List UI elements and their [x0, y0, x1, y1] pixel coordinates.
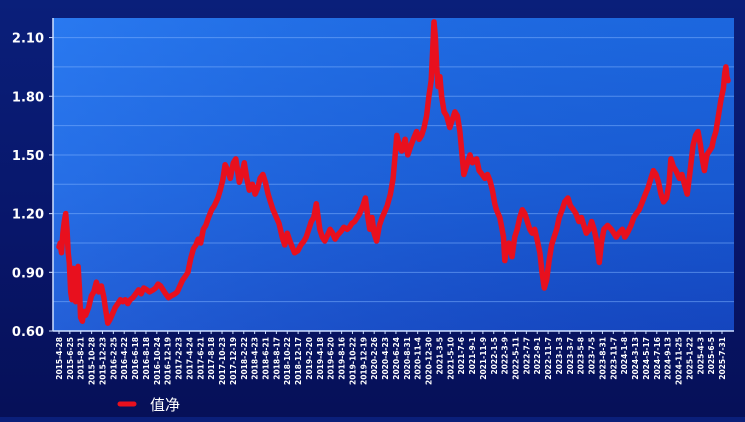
x-tick-label: 2024-1-8	[620, 337, 629, 375]
x-tick-label: 2018-2-22	[240, 337, 249, 380]
x-tick-label: 2023-11-7	[609, 337, 618, 380]
x-tick-label: 2025-4-3	[696, 337, 705, 375]
x-tick-label: 2023-5-8	[577, 337, 586, 375]
y-tick-label: 0.60	[12, 325, 44, 340]
x-tick-label: 2017-2-23	[175, 337, 184, 380]
x-tick-label: 2024-9-13	[664, 337, 673, 380]
x-tick-label: 2025-1-22	[685, 337, 694, 380]
x-tick-label: 2019-2-20	[305, 337, 314, 380]
x-tick-label: 2021-11-9	[479, 337, 488, 380]
x-tick-label: 2018-4-23	[251, 337, 260, 380]
x-tick-label: 2019-8-16	[338, 337, 347, 380]
x-tick-label: 2016-12-19	[164, 337, 173, 385]
x-tick-label: 2023-3-7	[566, 337, 575, 375]
x-tick-label: 2022-3-9	[501, 337, 510, 375]
x-tick-label: 2019-6-20	[327, 337, 336, 380]
x-tick-label: 2020-2-26	[370, 337, 379, 380]
x-tick-label: 2016-2-25	[109, 337, 118, 380]
x-tick-label: 2023-8-31	[598, 337, 607, 380]
x-tick-label: 2021-3-5	[435, 337, 444, 375]
x-tick-label: 2020-11-4	[414, 337, 423, 380]
x-tick-label: 2018-10-22	[283, 337, 292, 385]
x-tick-label: 2019-10-22	[348, 337, 357, 385]
x-tick-label: 2020-6-24	[392, 337, 401, 380]
x-tick-label: 2015-12-23	[98, 337, 107, 385]
x-tick-label: 2021-7-6	[457, 337, 466, 375]
x-tick-label: 2017-8-18	[207, 337, 216, 380]
x-tick-label: 2024-5-17	[642, 337, 651, 380]
y-tick-label: 1.20	[12, 208, 44, 223]
x-tick-label: 2017-6-21	[196, 337, 205, 380]
x-tick-label: 2020-4-23	[381, 337, 390, 380]
x-tick-label: 2019-12-19	[359, 337, 368, 385]
x-tick-label: 2016-6-18	[131, 337, 140, 380]
x-tick-label: 2015-8-21	[77, 337, 86, 380]
x-tick-label: 2025-6-5	[707, 337, 716, 375]
x-tick-label: 2020-12-30	[425, 337, 434, 385]
x-tick-label: 2022-1-5	[490, 337, 499, 375]
x-tick-label: 2018-6-21	[262, 337, 271, 380]
x-tick-label: 2016-4-22	[120, 337, 129, 380]
x-tick-label: 2018-8-17	[272, 337, 281, 380]
x-tick-label: 2020-8-31	[403, 337, 412, 380]
x-tick-label: 2022-7-7	[522, 337, 531, 375]
x-tick-label: 2022-11-7	[544, 337, 553, 380]
x-tick-label: 2015-4-28	[55, 337, 64, 380]
x-tick-label: 2025-7-31	[718, 337, 727, 380]
x-tick-label: 2018-12-17	[294, 337, 303, 385]
x-tick-label: 2015-10-28	[88, 337, 97, 385]
x-tick-label: 2017-10-23	[218, 337, 227, 385]
x-tick-label: 2015-6-25	[66, 337, 75, 380]
y-tick-label: 0.90	[12, 266, 44, 281]
x-tick-label: 2021-9-1	[468, 337, 477, 375]
x-tick-label: 2022-5-11	[511, 337, 520, 380]
y-tick-label: 1.50	[12, 149, 44, 164]
x-tick-label: 2024-7-16	[653, 337, 662, 380]
x-tick-label: 2024-11-25	[675, 337, 684, 385]
legend-label: 值净	[150, 396, 180, 414]
x-tick-label: 2024-3-13	[631, 337, 640, 380]
series-line-0	[56, 19, 731, 326]
y-tick-label: 1.80	[12, 90, 44, 105]
x-tick-label: 2023-7-5	[588, 337, 597, 375]
x-tick-label: 2016-10-24	[153, 337, 162, 385]
x-tick-label: 2023-1-3	[555, 337, 564, 375]
x-tick-label: 2022-9-1	[533, 337, 542, 375]
x-tick-label: 2019-4-18	[316, 337, 325, 380]
y-tick-label: 2.10	[12, 32, 44, 47]
x-tick-label: 2016-8-18	[142, 337, 151, 380]
x-tick-label: 2017-4-24	[185, 337, 194, 380]
x-tick-label: 2021-5-10	[446, 337, 455, 380]
x-tick-label: 2017-12-19	[229, 337, 238, 385]
